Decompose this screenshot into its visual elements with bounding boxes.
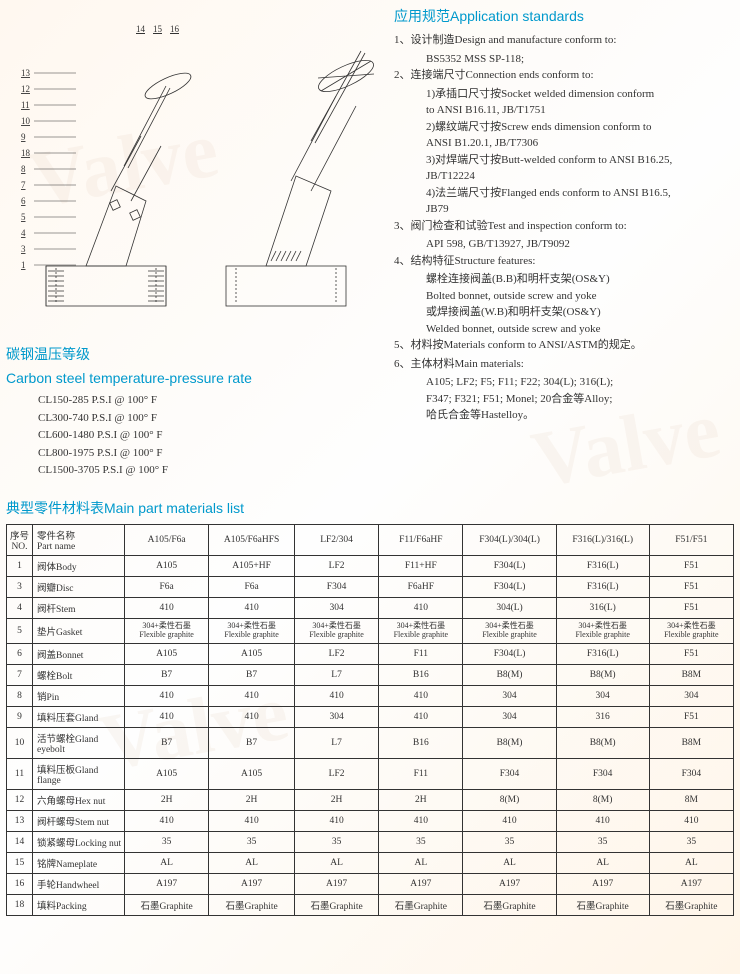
- standards-list: 1、设计制造Design and manufacture conform to:…: [394, 32, 734, 424]
- svg-text:3: 3: [21, 244, 26, 254]
- svg-text:6: 6: [21, 196, 26, 206]
- svg-text:4: 4: [21, 228, 26, 238]
- svg-text:10: 10: [21, 116, 31, 126]
- temp-heading-en: Carbon steel temperature-pressure rate: [6, 370, 386, 386]
- svg-text:5: 5: [21, 212, 26, 222]
- svg-text:13: 13: [21, 68, 31, 78]
- temp-heading-cn: 碳钢温压等级: [6, 344, 386, 364]
- svg-text:11: 11: [21, 100, 30, 110]
- svg-text:8: 8: [21, 164, 26, 174]
- svg-text:7: 7: [21, 180, 26, 190]
- standards-heading: 应用规范Application standards: [394, 6, 734, 26]
- svg-text:9: 9: [21, 132, 26, 142]
- svg-text:12: 12: [21, 84, 30, 94]
- materials-heading: 典型零件材料表Main part materials list: [6, 498, 734, 518]
- svg-text:18: 18: [21, 148, 31, 158]
- svg-text:1: 1: [21, 260, 26, 270]
- valve-diagram: 13 12 11 10 9 18 8 7 6 5 4 3 1: [6, 6, 386, 336]
- materials-table: 序号NO.零件名称Part nameA105/F6aA105/F6aHFSLF2…: [6, 524, 734, 916]
- temp-rates: CL150-285 P.S.I @ 100° FCL300-740 P.S.I …: [6, 392, 386, 480]
